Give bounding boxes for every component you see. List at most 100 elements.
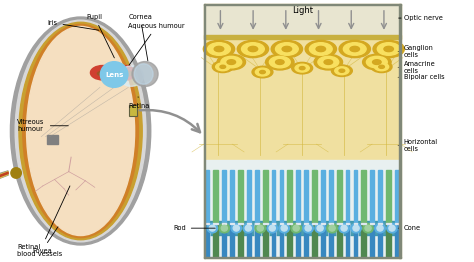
Bar bbox=[354, 170, 357, 223]
Bar bbox=[329, 223, 333, 224]
Polygon shape bbox=[47, 135, 58, 145]
Ellipse shape bbox=[363, 223, 373, 233]
Bar bbox=[346, 223, 349, 257]
Bar bbox=[399, 4, 401, 258]
Circle shape bbox=[242, 43, 264, 55]
Circle shape bbox=[343, 43, 366, 55]
Ellipse shape bbox=[132, 62, 158, 86]
Text: Cone: Cone bbox=[398, 225, 421, 231]
Bar bbox=[204, 4, 401, 5]
Circle shape bbox=[374, 63, 389, 71]
Ellipse shape bbox=[387, 223, 397, 233]
Circle shape bbox=[377, 43, 400, 55]
Text: Light: Light bbox=[292, 6, 313, 15]
Ellipse shape bbox=[389, 225, 395, 231]
Text: Iris: Iris bbox=[47, 20, 99, 30]
Bar bbox=[247, 223, 251, 224]
Bar bbox=[213, 223, 219, 257]
Bar bbox=[222, 223, 226, 257]
Ellipse shape bbox=[291, 223, 301, 233]
Circle shape bbox=[275, 43, 298, 55]
Text: Amacrine
cells: Amacrine cells bbox=[398, 61, 436, 74]
Bar bbox=[386, 170, 391, 223]
Text: Vitreous
humour: Vitreous humour bbox=[18, 119, 68, 132]
Bar bbox=[337, 223, 342, 257]
Bar bbox=[296, 223, 300, 257]
Bar bbox=[204, 4, 401, 35]
Circle shape bbox=[335, 67, 349, 75]
Bar bbox=[337, 223, 342, 224]
Circle shape bbox=[366, 56, 387, 68]
Ellipse shape bbox=[279, 223, 290, 233]
Ellipse shape bbox=[27, 26, 135, 236]
Circle shape bbox=[331, 65, 352, 77]
Text: Fovea: Fovea bbox=[32, 227, 58, 254]
Bar bbox=[321, 223, 325, 224]
Bar bbox=[247, 223, 251, 257]
Ellipse shape bbox=[119, 66, 144, 86]
Circle shape bbox=[316, 46, 326, 52]
Bar bbox=[329, 170, 333, 223]
Bar bbox=[312, 223, 317, 257]
Ellipse shape bbox=[341, 225, 347, 231]
Bar bbox=[321, 170, 325, 223]
Ellipse shape bbox=[267, 223, 277, 233]
Bar bbox=[247, 170, 251, 223]
Bar bbox=[213, 223, 219, 224]
Bar bbox=[312, 223, 317, 224]
Bar bbox=[280, 223, 283, 224]
Bar bbox=[213, 170, 219, 223]
Bar bbox=[255, 170, 259, 223]
Bar bbox=[337, 170, 342, 223]
Circle shape bbox=[260, 70, 265, 74]
Text: Optic nerve: Optic nerve bbox=[0, 261, 1, 262]
Ellipse shape bbox=[245, 225, 251, 231]
Bar bbox=[395, 223, 399, 257]
Bar bbox=[280, 223, 283, 257]
Polygon shape bbox=[0, 172, 8, 192]
Ellipse shape bbox=[317, 225, 323, 231]
Ellipse shape bbox=[221, 225, 228, 231]
Bar bbox=[386, 223, 391, 257]
Circle shape bbox=[295, 64, 309, 72]
Bar bbox=[287, 170, 292, 223]
Bar bbox=[204, 35, 401, 39]
Ellipse shape bbox=[231, 223, 242, 233]
Circle shape bbox=[282, 46, 292, 52]
Circle shape bbox=[252, 66, 273, 78]
Bar bbox=[230, 170, 234, 223]
Bar bbox=[206, 170, 210, 223]
Ellipse shape bbox=[281, 225, 287, 231]
Bar bbox=[205, 221, 399, 236]
Ellipse shape bbox=[23, 24, 138, 238]
Bar bbox=[370, 223, 374, 257]
Bar bbox=[255, 223, 259, 257]
Bar bbox=[230, 223, 234, 224]
Bar bbox=[361, 223, 366, 224]
Bar bbox=[272, 223, 275, 224]
Bar bbox=[263, 223, 268, 257]
Circle shape bbox=[371, 61, 392, 73]
Bar bbox=[230, 223, 234, 257]
Bar bbox=[354, 223, 357, 257]
Ellipse shape bbox=[339, 223, 349, 233]
Circle shape bbox=[220, 65, 226, 68]
Polygon shape bbox=[0, 171, 8, 194]
Bar bbox=[395, 170, 399, 223]
Bar bbox=[354, 223, 357, 224]
Bar bbox=[304, 223, 308, 257]
Bar bbox=[346, 223, 349, 224]
Text: Lens: Lens bbox=[105, 72, 123, 78]
Bar bbox=[329, 223, 333, 257]
Ellipse shape bbox=[19, 22, 142, 240]
Ellipse shape bbox=[303, 223, 313, 233]
Bar bbox=[287, 223, 292, 257]
Circle shape bbox=[299, 67, 305, 70]
Text: Cornea: Cornea bbox=[128, 14, 152, 61]
Circle shape bbox=[339, 69, 345, 72]
Text: Rod: Rod bbox=[173, 225, 215, 231]
Circle shape bbox=[269, 56, 290, 68]
Bar bbox=[346, 170, 349, 223]
Ellipse shape bbox=[219, 223, 229, 233]
Ellipse shape bbox=[134, 64, 153, 84]
